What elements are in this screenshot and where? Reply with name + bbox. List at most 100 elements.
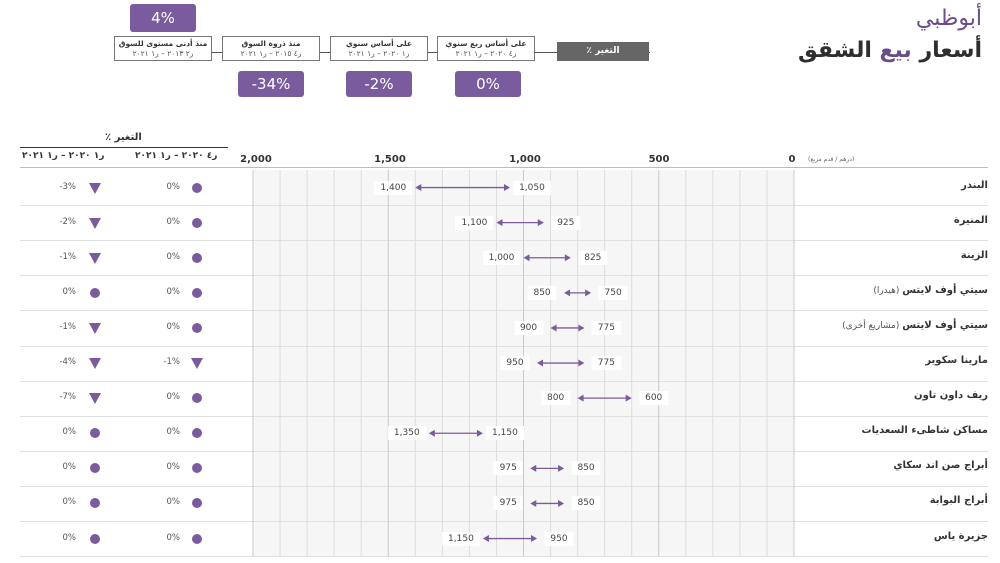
qoq-change-value: 0% xyxy=(166,251,181,262)
qoq-dot-icon xyxy=(192,182,202,193)
range-arrowhead-left xyxy=(550,324,557,332)
low-value-label: 775 xyxy=(591,356,621,371)
qoq-dot-icon xyxy=(192,217,202,228)
high-value-label: 1,100 xyxy=(455,215,494,230)
table-change-header: ٪ التغير xyxy=(105,132,142,143)
qoq-dot-icon xyxy=(192,287,202,298)
row-name-text: جزيرة ياس xyxy=(933,530,988,542)
yoy-down-triangle-icon xyxy=(89,322,101,334)
range-arrowhead-right xyxy=(537,219,544,227)
summary-box-peak: منذ ذروة السوق ر٤ ٢٠١٥ – ر١ ٢٠٢١ xyxy=(222,36,320,61)
range-arrowhead-right xyxy=(625,394,632,402)
row-name: الزينة xyxy=(961,250,988,261)
yoy-dot-icon xyxy=(90,533,100,544)
row-separator xyxy=(20,275,988,277)
qoq-change-value: 0% xyxy=(166,181,181,192)
qoq-change-value: 0% xyxy=(166,462,181,473)
range-arrowhead-right xyxy=(578,324,585,332)
row-name-text: أبراج البوابة xyxy=(929,495,988,507)
axis-tick: 2,000 xyxy=(240,154,272,165)
axis-tick: 500 xyxy=(648,154,670,165)
summary-box-title: على أساس ربع سنوي xyxy=(445,39,527,48)
row-name: سيتي أوف لايتس (مشاريع أخرى) xyxy=(842,320,988,331)
yoy-change-value: 0% xyxy=(62,286,77,297)
yoy-change-value: -1% xyxy=(59,321,76,332)
yoy-down-triangle-icon xyxy=(89,393,101,405)
high-value-label: 800 xyxy=(541,391,571,406)
range-arrowhead-right xyxy=(558,464,565,472)
qoq-change-value: 0% xyxy=(166,321,181,332)
row-name-text: المنيرة xyxy=(953,214,988,226)
qoq-change-value: 0% xyxy=(166,286,181,297)
qoq-change-value: 0% xyxy=(166,392,181,403)
qoq-change-value: 0% xyxy=(166,427,181,438)
header-rule xyxy=(20,147,228,148)
summary-box-period: ر٤ ٢٠٢٠ – ر١ ٢٠٢١ xyxy=(455,49,517,58)
row-separator xyxy=(20,205,988,207)
row-name-sub: (مشاريع أخرى) xyxy=(842,320,903,331)
summary-box-yoy: على أساس سنوي ر١ ٢٠٢٠ – ر١ ٢٠٢١ xyxy=(330,36,428,61)
range-arrowhead-right xyxy=(578,359,585,367)
row-separator xyxy=(20,310,988,312)
yoy-dot-icon xyxy=(90,287,100,298)
high-value-label: 950 xyxy=(500,356,530,371)
low-value-label: 600 xyxy=(639,391,669,406)
yoy-change-value: 0% xyxy=(62,427,77,438)
qoq-dot-icon xyxy=(192,322,202,333)
range-arrowhead-right xyxy=(503,184,510,192)
yoy-down-triangle-icon xyxy=(89,252,101,264)
qoq-down-triangle-icon xyxy=(191,358,203,370)
low-value-label: 825 xyxy=(578,250,608,265)
title-part: أسعار xyxy=(911,38,982,63)
qoq-dot-icon xyxy=(192,393,202,404)
low-value-label: 850 xyxy=(571,461,601,476)
row-name-text: أبراج صن اند سكاي xyxy=(893,460,988,472)
row-name: المنيرة xyxy=(954,215,988,226)
range-arrowhead-left xyxy=(577,394,584,402)
range-arrowhead-left xyxy=(482,535,489,543)
yoy-change-value: 0% xyxy=(62,532,77,543)
row-separator xyxy=(20,415,988,417)
low-value-label: 950 xyxy=(544,531,574,546)
low-value-label: 1,150 xyxy=(486,426,524,441)
range-arrowhead-right xyxy=(558,499,565,507)
range-arrowhead-left xyxy=(428,429,435,437)
row-name-text: الزينة xyxy=(960,249,988,261)
page-title: أسعار بيع الشقق xyxy=(798,38,982,63)
row-name: أبراج صن اند سكاي xyxy=(893,460,988,471)
summary-value-yoy: -2% xyxy=(346,71,412,97)
range-arrowhead-left xyxy=(415,184,422,192)
row-name-text: البندر xyxy=(961,179,988,191)
summary-value-peak: -34% xyxy=(238,71,304,97)
high-value-label: 900 xyxy=(513,320,544,335)
yoy-down-triangle-icon xyxy=(89,217,101,229)
high-value-label: 1,150 xyxy=(442,531,480,546)
row-name: مارينا سكوير xyxy=(925,355,988,366)
high-value-label: 850 xyxy=(527,285,557,300)
row-name-text: مارينا سكوير xyxy=(925,355,988,367)
row-name-text: سيتي أوف لايتس xyxy=(902,284,988,296)
yoy-change-value: 0% xyxy=(62,497,77,508)
range-arrowhead-left xyxy=(530,499,537,507)
yoy-dot-icon xyxy=(90,498,100,509)
high-value-label: 1,400 xyxy=(374,180,413,195)
axis-tick: 1,000 xyxy=(509,154,541,165)
yoy-dot-icon xyxy=(90,428,100,439)
high-value-label: 975 xyxy=(493,496,523,511)
range-arrowhead-right xyxy=(585,289,592,297)
qoq-change-value: 0% xyxy=(166,497,181,508)
city-title: أبوظبي xyxy=(915,6,982,31)
summary-box-period: ر٤ ٢٠١٥ – ر١ ٢٠٢١ xyxy=(240,49,302,58)
summary-box-period: ر١ ٢٠٢٠ – ر١ ٢٠٢١ xyxy=(348,49,410,58)
summary-change-label: ٪ التغير xyxy=(557,42,649,61)
qoq-dot-icon xyxy=(192,498,202,509)
col-header-yoy: ر١ ٢٠٢٠ – ر١ ٢٠٢١ xyxy=(22,151,105,161)
row-name: جزيرة ياس xyxy=(934,531,988,542)
axis-unit: (درهم / قدم مربع) xyxy=(808,156,855,163)
range-arrowhead-right xyxy=(564,254,571,262)
yoy-change-value: -3% xyxy=(59,181,76,192)
summary-box-title: على أساس سنوي xyxy=(345,39,413,48)
qoq-change-value: 0% xyxy=(166,532,181,543)
row-separator xyxy=(20,485,988,487)
qoq-dot-icon xyxy=(192,463,202,474)
